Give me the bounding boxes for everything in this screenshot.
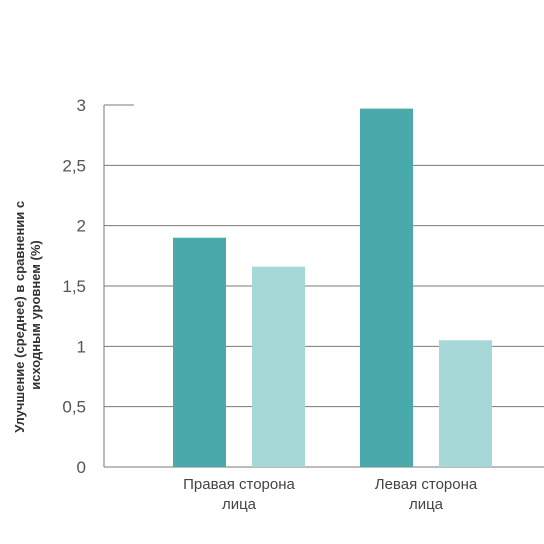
- bar: [360, 108, 413, 468]
- y-tick-label: 3: [77, 96, 86, 115]
- x-category-labels: Правая сторона лица Левая сторона лица: [183, 476, 478, 513]
- x-category-label: Левая сторона лица: [375, 476, 478, 513]
- y-tick-label: 1,5: [62, 277, 86, 296]
- bar: [439, 340, 492, 467]
- y-axis-label-line-2: исходным уровнем (%): [28, 240, 43, 389]
- x-category-label-line: лица: [409, 496, 444, 513]
- bars: [173, 108, 492, 468]
- x-category-label-line: Правая сторона: [183, 476, 295, 493]
- y-tick-label: 0: [77, 458, 86, 477]
- y-tick-label: 2: [77, 217, 86, 236]
- x-category-label-line: Левая сторона: [375, 476, 478, 493]
- y-tick-label: 2,5: [62, 156, 86, 175]
- y-tick-label: 0,5: [62, 398, 86, 417]
- y-axis-label: Улучшение (среднее) в сравнении с исходн…: [12, 197, 43, 433]
- bar: [173, 237, 226, 467]
- x-category-label-line: лица: [222, 496, 257, 513]
- x-category-label: Правая сторона лица: [183, 476, 295, 513]
- y-tick-label: 1: [77, 337, 86, 356]
- bar: [252, 266, 305, 467]
- y-tick-labels: 0 0,5 1 1,5 2 2,5 3: [62, 96, 86, 477]
- y-axis-label-line-1: Улучшение (среднее) в сравнении с: [12, 201, 27, 433]
